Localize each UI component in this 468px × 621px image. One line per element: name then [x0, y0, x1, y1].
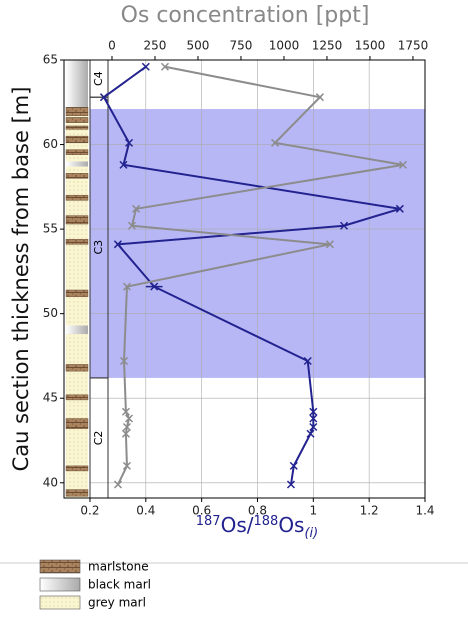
x-title-part: 187: [196, 514, 221, 529]
x2-tick-label: 1750: [398, 39, 429, 53]
lithology-layer: [65, 107, 89, 117]
zone-label: C3: [92, 240, 105, 255]
zone-label: C2: [92, 431, 105, 446]
marker: [127, 221, 136, 230]
lithology-layer: [66, 325, 88, 334]
x2-tick-label: 0: [108, 39, 116, 53]
marker: [99, 93, 108, 102]
lithology-layer: [65, 173, 89, 179]
marker: [289, 461, 298, 470]
lithology-layer: [65, 149, 89, 155]
plot-frame: [63, 59, 426, 499]
marker: [141, 62, 150, 71]
y-tick-label: 60: [43, 137, 58, 151]
y-tick-label: 65: [43, 53, 58, 67]
lithology-layer: [66, 161, 88, 167]
lithology-layer: [65, 195, 89, 201]
marker: [122, 461, 131, 470]
lithology-layer: [65, 465, 89, 472]
x-tick-label: 0.4: [136, 504, 155, 518]
marker: [270, 138, 280, 147]
top-axis-title: Os concentration [ppt]: [121, 3, 370, 28]
x2-tick-label: 500: [187, 39, 210, 53]
legend-label: grey marl: [88, 596, 146, 610]
marker: [121, 429, 130, 438]
marker: [160, 62, 169, 71]
lithology-layer: [65, 135, 89, 144]
lithology-layer: [66, 60, 88, 108]
y-tick-label: 40: [43, 475, 58, 489]
x2-tick-label: 250: [144, 39, 167, 53]
lithology-layer: [65, 418, 89, 429]
lithology-layer: [65, 394, 89, 401]
x2-tick-label: 1250: [312, 39, 343, 53]
marker: [119, 160, 128, 169]
marker: [309, 414, 318, 423]
x-tick-label: 1.2: [360, 504, 379, 518]
y-axis-title: Cau section thickness from base [m]: [9, 87, 33, 472]
y-tick-label: 55: [43, 222, 58, 236]
marker: [113, 480, 123, 489]
lithology-layer: [65, 289, 89, 297]
lithology-layer: [65, 125, 89, 130]
x2-tick-label: 1500: [355, 39, 386, 53]
legend-swatch: [39, 595, 81, 610]
legend-label: marlstone: [88, 560, 149, 574]
x-tick-label: 0.2: [80, 504, 99, 518]
marker: [113, 240, 122, 249]
x-tick-label: 1.4: [415, 504, 434, 518]
x-title-part: Os/: [221, 513, 254, 537]
marker: [309, 422, 318, 432]
marker: [340, 221, 349, 230]
x-axis-title: 187Os/188Os(i): [196, 513, 319, 541]
x-tick-label: 0.8: [248, 504, 267, 518]
marker: [124, 414, 134, 423]
marker: [125, 138, 134, 147]
marker: [398, 160, 408, 169]
marker: [315, 93, 324, 102]
legend-swatch: [39, 577, 81, 592]
marker: [303, 356, 312, 366]
marker: [286, 480, 296, 489]
legend-swatch: [39, 559, 81, 574]
x-tick-label: 1: [310, 504, 318, 518]
lithology-layer: [65, 364, 89, 372]
lithology-layer: [65, 117, 89, 123]
marker: [325, 240, 334, 249]
zone-label: C4: [92, 71, 105, 86]
x2-tick-label: 750: [230, 39, 253, 53]
x2-tick-label: 1000: [269, 39, 300, 53]
marker: [309, 407, 318, 416]
marker: [121, 407, 130, 416]
lithology-layer: [65, 239, 89, 245]
y-tick-label: 50: [43, 306, 58, 320]
marker: [306, 429, 315, 438]
y-tick-label: 45: [43, 391, 58, 405]
lithology-layer: [66, 107, 88, 498]
lithology-layer: [65, 489, 89, 497]
x-title-part: 188: [253, 514, 278, 529]
lithology-layer: [65, 215, 89, 225]
x-title-part: (i): [304, 526, 318, 541]
x-title-part: Os: [278, 513, 304, 537]
marker: [395, 204, 404, 213]
x-tick-label: 0.6: [192, 504, 211, 518]
marker: [119, 356, 129, 366]
legend-label: black marl: [88, 578, 151, 592]
marker: [122, 282, 131, 291]
marker: [132, 204, 141, 213]
marker: [122, 422, 131, 432]
